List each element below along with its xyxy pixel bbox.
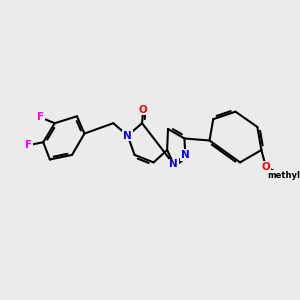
Text: N: N [169,159,178,170]
Text: F: F [25,140,32,150]
Text: O: O [262,162,270,172]
Text: methyl: methyl [267,171,300,180]
Text: F: F [37,112,44,122]
Text: O: O [262,162,270,172]
Text: N: N [181,150,190,160]
Text: O: O [139,105,148,115]
Text: N: N [123,130,132,141]
